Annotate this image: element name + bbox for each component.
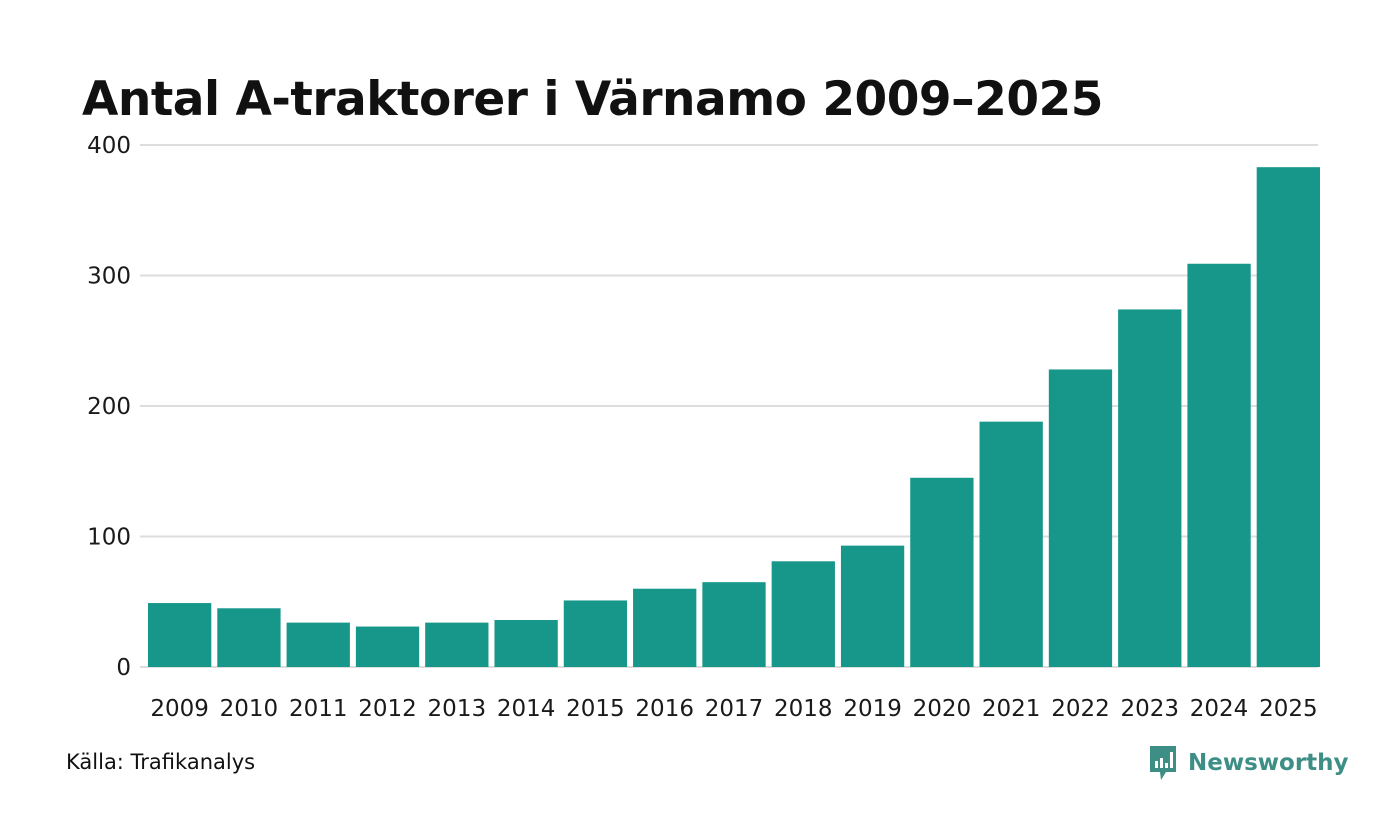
bar-2024 — [1187, 263, 1251, 667]
x-tick-label: 2023 — [1120, 696, 1179, 722]
y-tick-label: 0 — [116, 655, 131, 681]
bar-2025 — [1256, 167, 1320, 667]
x-tick-label: 2010 — [220, 696, 279, 722]
x-tick-label: 2013 — [428, 696, 487, 722]
bar-2011 — [286, 622, 350, 667]
x-tick-label: 2020 — [913, 696, 972, 722]
x-tick-label: 2024 — [1190, 696, 1249, 722]
bar-2019 — [840, 545, 905, 667]
bar-2020 — [910, 477, 974, 667]
y-axis-ticks: 0 100 200 300 400 — [87, 133, 131, 681]
bar-2010 — [217, 608, 281, 667]
source-note: Källa: Trafikanalys — [66, 750, 256, 774]
x-tick-label: 2016 — [635, 696, 694, 722]
x-tick-label: 2017 — [705, 696, 764, 722]
x-tick-label: 2018 — [774, 696, 833, 722]
bar-2023 — [1118, 309, 1182, 667]
chart-title: Antal A-traktorer i Värnamo 2009–2025 — [82, 72, 1103, 127]
x-tick-label: 2025 — [1259, 696, 1318, 722]
bars — [148, 167, 1320, 667]
x-tick-label: 2012 — [358, 696, 417, 722]
y-tick-label: 200 — [87, 394, 131, 420]
x-tick-label: 2021 — [982, 696, 1041, 722]
bar-2009 — [148, 603, 212, 667]
x-tick-label: 2009 — [150, 696, 209, 722]
y-tick-label: 400 — [87, 133, 131, 159]
bar-2015 — [563, 600, 628, 667]
bar-2013 — [425, 622, 489, 667]
x-tick-label: 2014 — [497, 696, 556, 722]
bar-2014 — [494, 620, 558, 667]
x-tick-label: 2019 — [843, 696, 902, 722]
bar-2016 — [633, 588, 697, 667]
x-axis-ticks: 2009 2010 2011 2012 2013 2014 2015 2016 2017 2018… — [150, 696, 1317, 722]
brand-name: Newsworthy — [1188, 750, 1349, 776]
newsworthy-logo-icon — [1150, 746, 1176, 780]
bar-2022 — [1048, 369, 1113, 667]
brand: Newsworthy — [1148, 744, 1349, 782]
bar-2012 — [355, 626, 420, 667]
x-tick-label: 2015 — [566, 696, 625, 722]
bar-2018 — [771, 561, 835, 667]
x-tick-label: 2011 — [289, 696, 348, 722]
x-tick-label: 2022 — [1051, 696, 1110, 722]
y-tick-label: 300 — [87, 264, 131, 290]
bar-2021 — [979, 421, 1043, 667]
y-tick-label: 100 — [87, 525, 131, 551]
bar-2017 — [702, 582, 766, 667]
